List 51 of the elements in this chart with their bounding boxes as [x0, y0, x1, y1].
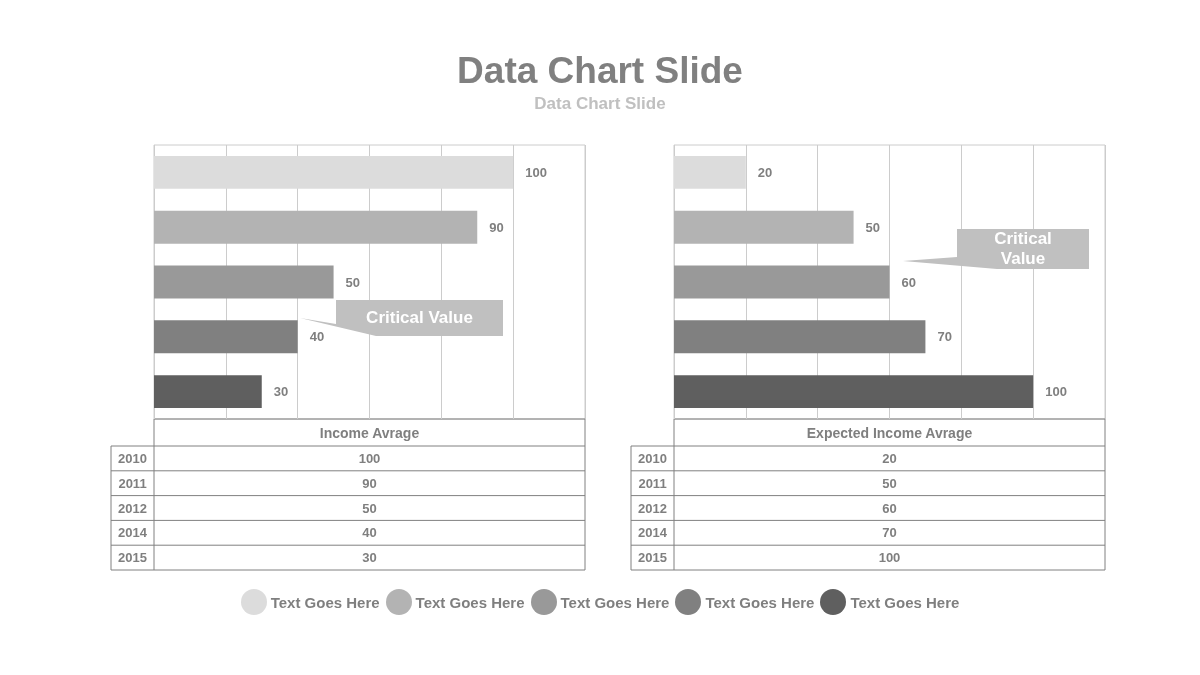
- text: 50: [882, 475, 897, 491]
- bar: [674, 375, 1034, 409]
- text: Text Goes Here: [850, 593, 960, 611]
- data-label: 90: [489, 219, 504, 235]
- bar: [154, 320, 298, 354]
- data-label: 100: [1045, 384, 1067, 400]
- text: 20: [882, 450, 897, 466]
- data-label: 50: [345, 274, 361, 290]
- text: 2011: [638, 475, 667, 491]
- text: 60: [882, 500, 897, 516]
- x-axis-title: Income Avrage: [319, 424, 420, 441]
- bar: [154, 155, 514, 189]
- text: Text Goes Here: [415, 593, 525, 611]
- annotation: Critical Value: [366, 308, 473, 328]
- text: 2010: [638, 450, 667, 466]
- data-label: 30: [273, 384, 289, 400]
- data-label: 60: [901, 274, 916, 290]
- text: Text Goes Here: [560, 593, 670, 611]
- bar: [154, 210, 478, 244]
- data-label: 70: [937, 329, 952, 345]
- text: 50: [362, 500, 377, 516]
- bar: [674, 320, 926, 354]
- text: 100: [358, 450, 381, 466]
- text: 2015: [638, 550, 667, 566]
- text: 2014: [118, 525, 148, 541]
- chart-title: Data Chart Slide: [456, 50, 744, 92]
- text: Text Goes Here: [705, 593, 815, 611]
- bar: [674, 155, 746, 189]
- data-label: 100: [525, 164, 547, 180]
- bar: [154, 375, 262, 409]
- x-axis-title: Expected Income Avrage: [806, 424, 973, 441]
- text: 90: [362, 475, 377, 491]
- text: 2011: [118, 475, 147, 491]
- text: 30: [362, 550, 377, 566]
- bar: [674, 265, 890, 299]
- text: 70: [882, 525, 897, 541]
- bar: [154, 265, 334, 299]
- chart-subtitle: Data Chart Slide: [533, 93, 667, 115]
- text: 100: [878, 550, 901, 566]
- data-label: 20: [757, 164, 773, 180]
- data-label: 50: [865, 219, 881, 235]
- text: 40: [362, 525, 377, 541]
- text: 2012: [638, 500, 667, 516]
- text: 2010: [118, 450, 147, 466]
- annotation: Critical Value: [993, 229, 1053, 269]
- text: 2014: [638, 525, 668, 541]
- data-label: 40: [309, 329, 325, 345]
- text: 2015: [118, 550, 147, 566]
- text: 2012: [118, 500, 147, 516]
- text: Text Goes Here: [270, 593, 380, 611]
- bar: [674, 210, 854, 244]
